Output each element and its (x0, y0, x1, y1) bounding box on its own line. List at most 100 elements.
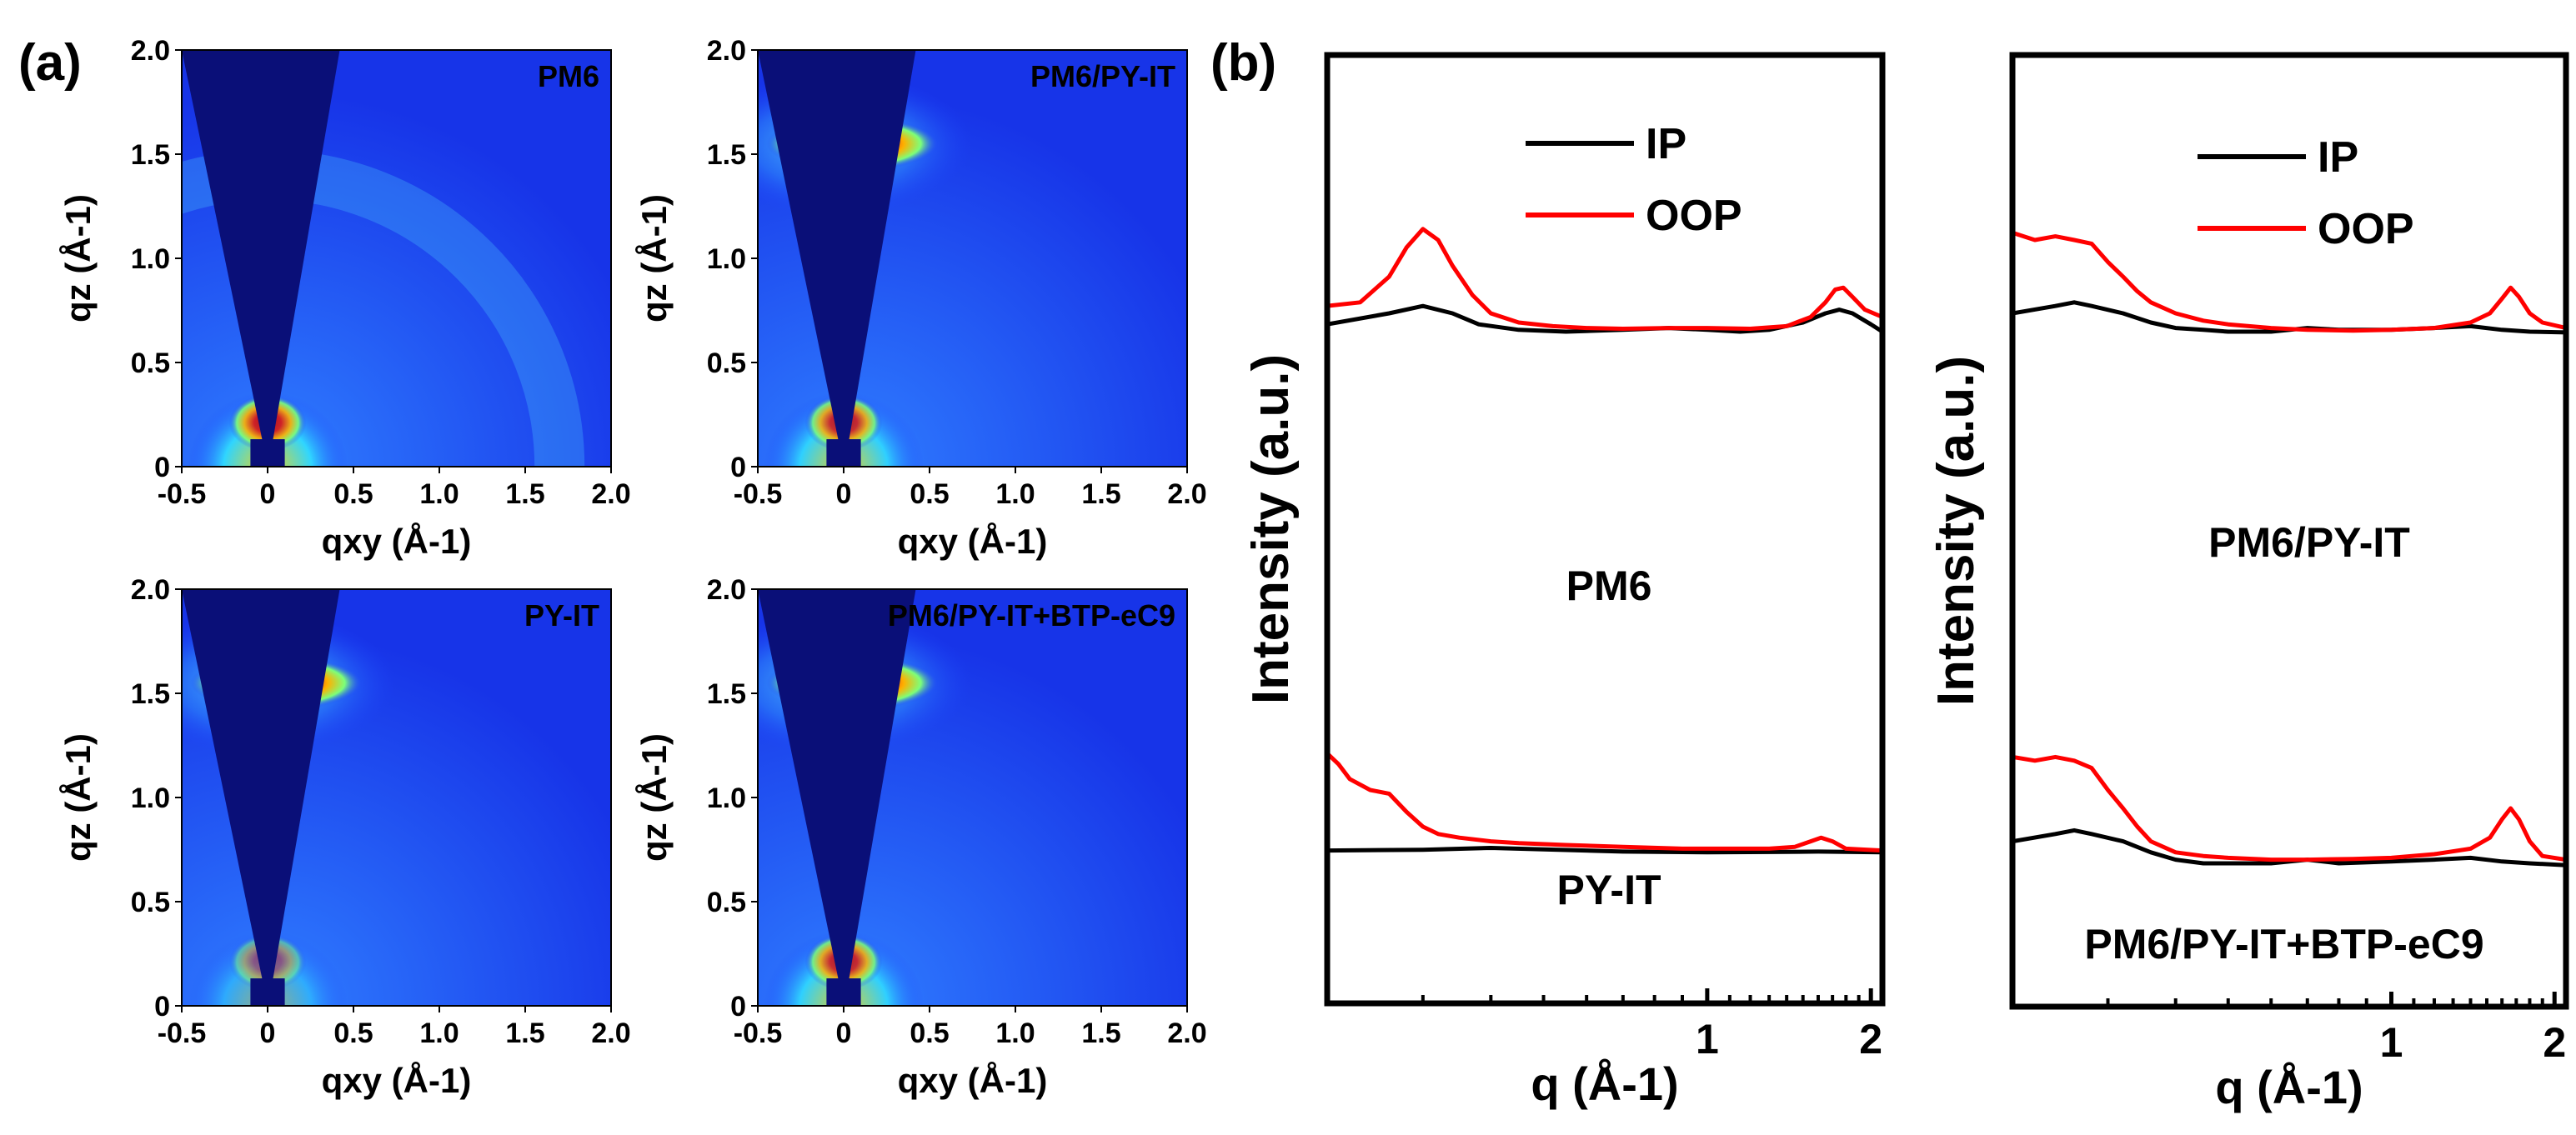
y-axis-label: Intensity (a.u.) (1242, 354, 1300, 704)
x-axis-label: qxy (Å-1) (322, 522, 472, 561)
profile-frame (2009, 52, 2569, 1010)
y-tick-label: 1.5 (131, 678, 170, 710)
y-tick-label: 0.5 (131, 348, 170, 379)
x-tick-label: -0.5 (158, 1018, 207, 1049)
y-tick-label: 2.0 (707, 35, 746, 67)
x-axis-label: q (Å-1) (1531, 1058, 1678, 1110)
map-title: PY-IT (524, 598, 599, 632)
x-tick-label: 1.0 (419, 1018, 459, 1049)
y-tick-label: 2.0 (131, 574, 170, 606)
x-tick-label: 2.0 (591, 478, 630, 510)
x-tick-label: 2 (1859, 1016, 1882, 1062)
x-tick-label: 1.0 (995, 1018, 1035, 1049)
x-tick-label: 0.5 (910, 1018, 949, 1049)
y-tick-label: 0 (730, 452, 746, 483)
x-tick-label: 2.0 (591, 1018, 630, 1049)
x-tick-label: 0.5 (910, 478, 949, 510)
y-axis-label: Intensity (a.u.) (1927, 356, 1985, 706)
x-tick-label: 2 (2543, 1019, 2566, 1066)
series-oop-py-it (1327, 752, 1882, 853)
map-title: PM6/PY-IT+BTP-eC9 (888, 598, 1175, 632)
map-title: PM6 (538, 59, 599, 93)
legend: IP OOP (2198, 133, 2414, 253)
y-tick-label: 0.5 (707, 887, 746, 918)
y-axis-label: qz (Å-1) (58, 733, 98, 862)
x-tick-label: 1 (1696, 1016, 1719, 1062)
y-tick-label: 2.0 (707, 574, 746, 606)
map-image (182, 50, 611, 467)
map-2: PM6/PY-IT-0.5 0 0.5 1.0 1.5 2.000.51.01.52.0q… (634, 35, 1207, 561)
x-tick-label: 1.5 (505, 478, 544, 510)
series-ip-pm6-py-it (2012, 300, 2566, 335)
x-tick-label: 1.0 (995, 478, 1035, 510)
y-tick-label: 0.5 (707, 348, 746, 379)
x-tick-label: 1.5 (1081, 1018, 1120, 1049)
profile-frame (1324, 52, 1886, 1007)
y-tick-label: 0 (154, 452, 170, 483)
legend: IP OOP (1526, 120, 1742, 240)
profile-panel-2: PM6/PY-IT PM6/PY-IT+BTP-eC9 1 2 q (Å-1) Inten… (1927, 52, 2569, 1113)
map-image (758, 589, 1187, 1006)
group-label: PM6/PY-IT+BTP-eC9 (2084, 921, 2483, 968)
profile-panel-1: PM6 PY-IT 1 2 q (Å-1) Intensity (a.u.) IP OOP (1242, 52, 1886, 1110)
legend-label-oop: OOP (2318, 205, 2414, 253)
y-tick-label: 1.5 (707, 139, 746, 171)
legend-label-ip: IP (2318, 133, 2358, 182)
y-tick-label: 1.5 (707, 678, 746, 710)
x-tick-label: 1.5 (1081, 478, 1120, 510)
x-tick-label: 1 (2380, 1019, 2403, 1066)
panel-b-label: (b) (1210, 34, 1276, 92)
x-tick-label: -0.5 (158, 478, 207, 510)
y-tick-label: 0.5 (131, 887, 170, 918)
beamstop-base (250, 439, 285, 467)
y-tick-label: 1.0 (707, 243, 746, 275)
beamstop-wedge (758, 50, 916, 442)
y-axis-label: qz (Å-1) (634, 733, 674, 862)
group-label: PM6 (1566, 562, 1652, 609)
map-title: PM6/PY-IT (1030, 59, 1175, 93)
y-axis-label: qz (Å-1) (58, 194, 98, 322)
x-tick-label: 0.5 (333, 478, 373, 510)
map-image (182, 589, 611, 1006)
map-image (758, 50, 1187, 467)
panel-a-label: (a) (18, 34, 82, 92)
x-tick-label: 0 (836, 478, 852, 510)
x-tick-label: 1.0 (419, 478, 459, 510)
map-4: PM6/PY-IT+BTP-eC9-0.5 0 0.5 1.0 1.5 2.000.51.… (634, 574, 1207, 1100)
plot-area (2012, 230, 2566, 868)
series-oop-pm6-py-it (2012, 230, 2566, 333)
x-tick-label: 1.5 (505, 1018, 544, 1049)
beamstop-wedge (182, 589, 340, 981)
x-tick-label: 2.0 (1167, 1018, 1206, 1049)
beamstop-base (250, 978, 285, 1006)
x-tick-label: 0 (836, 1018, 852, 1049)
y-tick-label: 1.0 (131, 782, 170, 814)
beamstop-base (826, 439, 861, 467)
x-tick-label: 2.0 (1167, 478, 1206, 510)
beamstop-wedge (182, 50, 340, 442)
series-oop-pm6-py-it-btp-ec9 (2012, 754, 2566, 862)
group-label: PM6/PY-IT (2208, 519, 2410, 566)
x-tick-label: 0.5 (333, 1018, 373, 1049)
x-axis-label: qxy (Å-1) (898, 522, 1048, 561)
y-tick-label: 1.5 (131, 139, 170, 171)
beamstop-wedge (758, 589, 916, 981)
series-ip-pm6-py-it-btp-ec9 (2012, 828, 2566, 868)
y-tick-label: 1.0 (707, 782, 746, 814)
legend-label-oop: OOP (1646, 192, 1742, 240)
legend-label-ip: IP (1646, 120, 1686, 168)
x-tick-label: -0.5 (734, 1018, 783, 1049)
y-tick-label: 0 (730, 991, 746, 1022)
x-axis-label: qxy (Å-1) (898, 1061, 1048, 1100)
series-oop-pm6 (1327, 227, 1882, 331)
x-tick-label: -0.5 (734, 478, 783, 510)
beamstop-base (826, 978, 861, 1006)
x-tick-label: 0 (260, 1018, 276, 1049)
x-axis-label: qxy (Å-1) (322, 1061, 472, 1100)
y-tick-label: 0 (154, 991, 170, 1022)
